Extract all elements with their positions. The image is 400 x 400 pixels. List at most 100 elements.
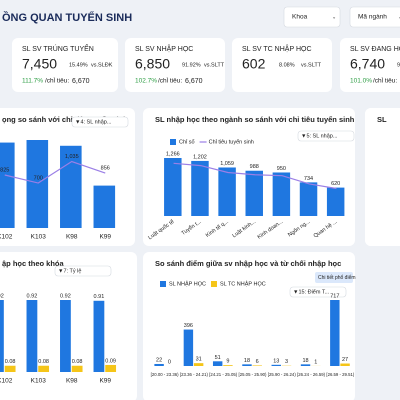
legend-label: Chỉ tiêu tuyển sinh bbox=[209, 138, 254, 145]
x-tick-label: K103 bbox=[31, 378, 47, 385]
x-tick-label: [25.05 - 25.90) bbox=[239, 372, 268, 377]
button-label: Chi tiết phổ điểm bbox=[318, 274, 356, 281]
chart-dropdown[interactable] bbox=[54, 265, 112, 277]
data-label: 0.91 bbox=[94, 294, 105, 300]
chart-title: SL bbox=[377, 115, 387, 124]
bar bbox=[26, 140, 49, 228]
bar bbox=[242, 364, 252, 366]
bar bbox=[223, 365, 233, 366]
bar bbox=[271, 364, 281, 366]
bar bbox=[272, 172, 291, 216]
x-tick-label: [26.24 - 26.59) bbox=[297, 372, 326, 377]
bar bbox=[4, 365, 16, 372]
x-tick-label: [24.21 - 25.05) bbox=[209, 372, 238, 377]
line bbox=[4, 160, 106, 184]
bar bbox=[154, 363, 164, 366]
dropdown-label: ▼5: SL nhập... bbox=[301, 133, 338, 139]
data-label: 825 bbox=[0, 167, 9, 173]
chart-dropdown[interactable] bbox=[71, 116, 129, 128]
x-tick-label: K98 bbox=[66, 234, 78, 241]
chart-title: ập học theo khóa bbox=[2, 259, 65, 268]
bar bbox=[340, 363, 350, 366]
kpi-target: 6,670 bbox=[185, 78, 203, 85]
data-label: 0.92 bbox=[0, 293, 4, 299]
kpi-label: SL SV NHẬP HỌC bbox=[135, 44, 193, 53]
data-label: 9 bbox=[226, 359, 229, 365]
x-tick-label: K102 bbox=[0, 378, 13, 385]
data-label: 0.08 bbox=[38, 359, 49, 365]
data-label: 18 bbox=[244, 358, 250, 364]
filter-dropdown[interactable] bbox=[283, 6, 341, 28]
dropdown-arrow: ⌄ bbox=[398, 14, 400, 20]
data-label: 13 bbox=[273, 358, 279, 364]
data-label: 856 bbox=[101, 165, 110, 171]
x-tick-label: [26.59 - 29.51) bbox=[326, 372, 355, 377]
kpi-card bbox=[12, 38, 118, 92]
bar bbox=[60, 300, 71, 372]
bar bbox=[164, 158, 182, 216]
kpi-compare: 98.39% bbox=[397, 62, 400, 68]
kpi-value: 7,450 bbox=[22, 56, 57, 72]
bar bbox=[38, 365, 50, 372]
chart-title: ọng so sánh với chỉ tiêu tuyển sinh bbox=[2, 115, 128, 124]
kpi-compare: 91.92% bbox=[182, 62, 201, 68]
filter-dropdown[interactable] bbox=[349, 6, 400, 28]
data-label: 0.92 bbox=[27, 293, 38, 299]
dropdown-arrow: ⌄ bbox=[332, 14, 336, 20]
legend-swatch bbox=[160, 281, 166, 287]
bar bbox=[212, 361, 223, 366]
bar bbox=[252, 365, 262, 366]
data-label: 0.08 bbox=[72, 359, 83, 365]
kpi-compare-label: vs.SLTT bbox=[204, 62, 225, 68]
data-label: 717 bbox=[330, 293, 339, 299]
page-title: ỒNG QUAN TUYỂN SINH bbox=[2, 11, 132, 24]
data-label: 0.92 bbox=[60, 293, 71, 299]
kpi-ratio: 101.0% bbox=[350, 78, 372, 85]
chart-dropdown[interactable] bbox=[289, 286, 347, 298]
bar bbox=[326, 187, 345, 216]
bar bbox=[191, 160, 209, 216]
legend-label: SL NHẬP HỌC bbox=[169, 280, 206, 287]
x-tick-label: K103 bbox=[31, 234, 47, 241]
bar bbox=[26, 300, 38, 372]
bar bbox=[93, 300, 105, 372]
kpi-label: SL SV TC NHẬP HỌC bbox=[242, 44, 312, 53]
data-label: 700 bbox=[34, 175, 43, 181]
x-tick-label: K102 bbox=[0, 234, 13, 241]
bar bbox=[245, 170, 263, 216]
kpi-ratio: 102.7% bbox=[135, 78, 157, 85]
kpi-target-label: /chỉ tiêu: bbox=[45, 77, 69, 85]
kpi-compare: 15.49% bbox=[69, 62, 88, 68]
data-label: 396 bbox=[184, 323, 193, 329]
x-tick-label: [25.90 - 26.24) bbox=[268, 372, 297, 377]
bar bbox=[218, 167, 236, 216]
legend-label: SL TC NHẬP HỌC bbox=[220, 280, 266, 287]
data-label: 734 bbox=[304, 176, 313, 182]
kpi-value: 602 bbox=[242, 56, 266, 72]
bar bbox=[71, 365, 83, 372]
kpi-value: 6,850 bbox=[135, 56, 170, 72]
data-label: 51 bbox=[215, 355, 221, 361]
data-label: 3 bbox=[285, 359, 288, 365]
data-label: 1,035 bbox=[65, 154, 79, 160]
bar bbox=[93, 185, 116, 228]
chart-dropdown[interactable] bbox=[297, 130, 355, 142]
legend-swatch bbox=[170, 139, 176, 145]
kpi-label: SL SV ĐANG HỌ bbox=[350, 46, 400, 53]
detail-button[interactable] bbox=[315, 272, 353, 283]
kpi-target-label: /chỉ tiêu: bbox=[373, 77, 397, 85]
dropdown-label: ▼15: Điểm T... bbox=[293, 288, 330, 295]
data-label: 6 bbox=[256, 359, 259, 365]
data-label: 0 bbox=[168, 359, 171, 365]
bar bbox=[105, 364, 117, 372]
data-label: 0.08 bbox=[5, 359, 16, 365]
x-tick-label: K99 bbox=[99, 378, 111, 385]
x-tick-label: K99 bbox=[99, 234, 111, 241]
data-label: 620 bbox=[331, 181, 340, 187]
data-label: 950 bbox=[277, 166, 286, 172]
bar bbox=[0, 142, 15, 228]
x-tick-label: K98 bbox=[66, 378, 78, 385]
data-label: 988 bbox=[250, 164, 259, 170]
legend-label: Chỉ số bbox=[179, 138, 195, 145]
chart-title: So sánh điểm giữa sv nhập học và từ chối… bbox=[155, 259, 341, 268]
